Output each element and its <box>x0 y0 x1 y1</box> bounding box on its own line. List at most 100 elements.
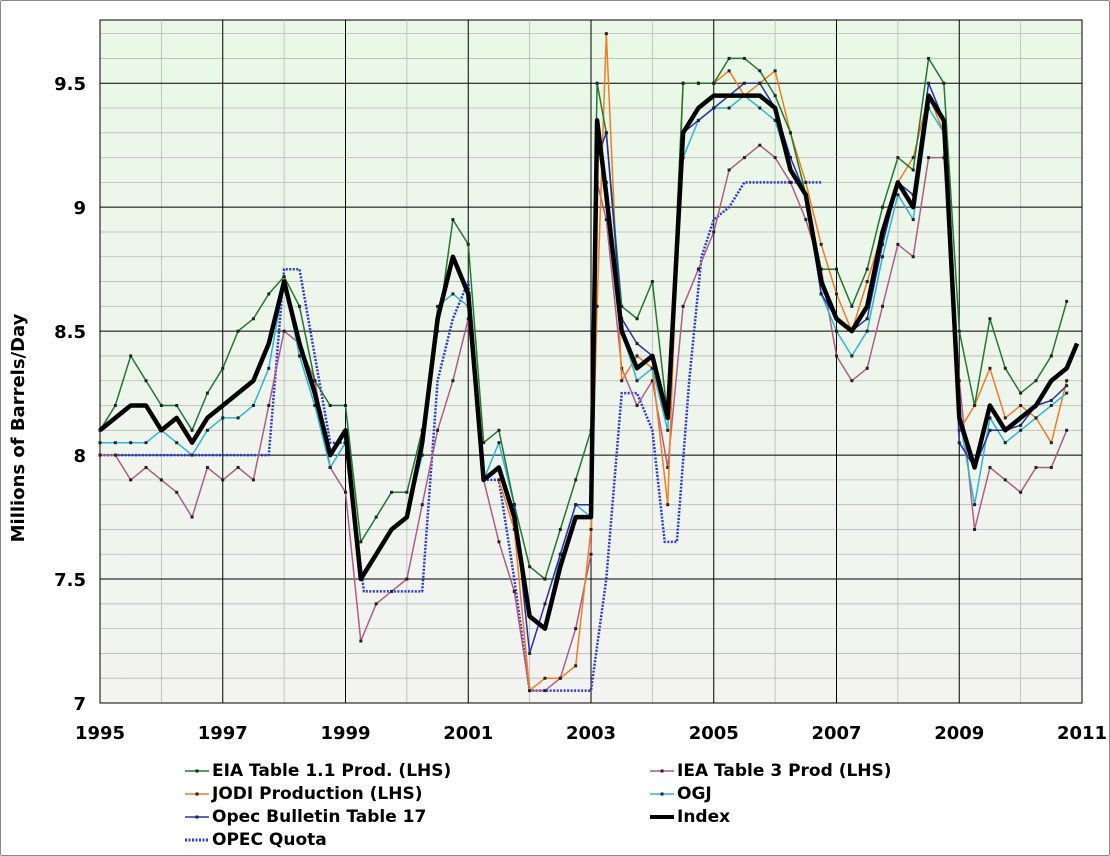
series-point-0 <box>282 275 286 279</box>
series-point-2 <box>1019 404 1023 408</box>
series-point-1 <box>359 639 363 643</box>
series-point-2 <box>574 664 578 668</box>
series-point-0 <box>973 404 977 408</box>
series-point-2 <box>558 676 562 680</box>
legend-label: Index <box>677 807 731 827</box>
legend-label: JODI Production (LHS) <box>212 784 423 804</box>
y-tick-label: 9.5 <box>54 74 86 95</box>
series-point-3 <box>666 428 670 432</box>
series-point-0 <box>758 69 762 73</box>
series-point-1 <box>881 304 885 308</box>
series-point-0 <box>788 131 792 135</box>
series-point-2 <box>835 292 838 296</box>
legend-swatch <box>185 792 209 796</box>
series-point-2 <box>543 676 547 680</box>
series-point-4 <box>558 552 562 556</box>
legend-label: EIA Table 1.1 Prod. (LHS) <box>212 761 452 781</box>
series-point-4 <box>881 242 885 246</box>
series-point-1 <box>344 490 347 494</box>
series-point-3 <box>497 441 501 445</box>
legend-item-2: JODI Production (LHS) <box>184 783 423 805</box>
series-point-2 <box>528 689 532 693</box>
series-point-1 <box>850 379 854 383</box>
series-point-4 <box>865 317 869 321</box>
series-point-4 <box>712 106 716 110</box>
x-tick-label: 2007 <box>811 723 861 744</box>
x-tick-label: 2003 <box>566 723 616 744</box>
series-point-1 <box>835 354 838 358</box>
series-point-0 <box>451 218 455 222</box>
series-point-0 <box>911 168 915 172</box>
series-point-1 <box>405 577 409 581</box>
series-point-0 <box>359 540 363 544</box>
series-point-0 <box>129 354 133 358</box>
series-point-1 <box>635 404 639 408</box>
series-point-2 <box>589 527 593 531</box>
series-line-5 <box>98 93 1080 631</box>
series-point-0 <box>190 428 194 432</box>
series-point-0 <box>1049 354 1053 358</box>
series-point-1 <box>911 255 915 259</box>
series-point-0 <box>390 490 394 494</box>
series-point-0 <box>773 94 777 98</box>
series-point-1 <box>742 156 746 160</box>
series-point-3 <box>420 453 424 457</box>
x-tick-label: 2011 <box>1057 723 1107 744</box>
series-point-2 <box>635 354 639 358</box>
legend-swatch <box>185 815 209 819</box>
legend: EIA Table 1.1 Prod. (LHS) IEA Table 3 Pro… <box>184 760 984 852</box>
series-point-1 <box>865 366 869 370</box>
series-point-1 <box>1019 490 1023 494</box>
series-point-1 <box>988 465 992 469</box>
series-point-1 <box>574 627 578 631</box>
series-point-4 <box>758 81 762 85</box>
series-point-3 <box>973 503 977 507</box>
series-point-4 <box>957 441 961 445</box>
series-point-1 <box>1065 428 1069 432</box>
series-point-2 <box>1003 416 1007 420</box>
series-point-3 <box>758 106 762 110</box>
series-point-1 <box>98 453 102 457</box>
series-point-3 <box>236 416 240 420</box>
series-point-2 <box>865 280 869 284</box>
series-point-0 <box>113 404 117 408</box>
series-point-4 <box>742 81 746 85</box>
series-point-4 <box>512 503 516 507</box>
series-point-4 <box>528 651 532 655</box>
series-point-3 <box>911 218 915 222</box>
series-point-2 <box>604 32 608 36</box>
x-tick-label: 1995 <box>75 723 125 744</box>
series-point-0 <box>681 81 685 85</box>
series-point-2 <box>804 180 808 184</box>
series-point-1 <box>727 168 731 172</box>
series-point-3 <box>865 329 869 333</box>
series-point-1 <box>159 478 163 482</box>
series-point-1 <box>712 230 716 234</box>
series-point-0 <box>727 56 731 60</box>
series-point-1 <box>650 379 654 383</box>
series-point-2 <box>1049 441 1053 445</box>
y-axis-ticks: 7 7.5 8 8.5 9 9.5 <box>54 74 86 715</box>
y-tick-label: 9 <box>73 198 86 219</box>
series-point-4 <box>635 342 639 346</box>
series-point-3 <box>1065 391 1069 395</box>
series-point-0 <box>267 292 271 296</box>
series-point-0 <box>1003 366 1007 370</box>
series-point-1 <box>390 589 394 593</box>
series-point-1 <box>374 602 378 606</box>
series-point-1 <box>1003 478 1007 482</box>
series-point-1 <box>758 143 762 147</box>
series-point-0 <box>850 304 854 308</box>
series-point-0 <box>344 404 347 408</box>
x-tick-label: 2005 <box>689 723 739 744</box>
series-point-3 <box>251 404 255 408</box>
series-point-2 <box>1065 379 1069 383</box>
series-point-0 <box>988 317 992 321</box>
series-point-1 <box>896 242 900 246</box>
series-point-0 <box>205 391 209 395</box>
series-point-2 <box>988 366 992 370</box>
series-point-1 <box>666 465 670 469</box>
series-point-3 <box>313 404 317 408</box>
series-point-3 <box>881 255 885 259</box>
series-point-0 <box>927 56 931 60</box>
